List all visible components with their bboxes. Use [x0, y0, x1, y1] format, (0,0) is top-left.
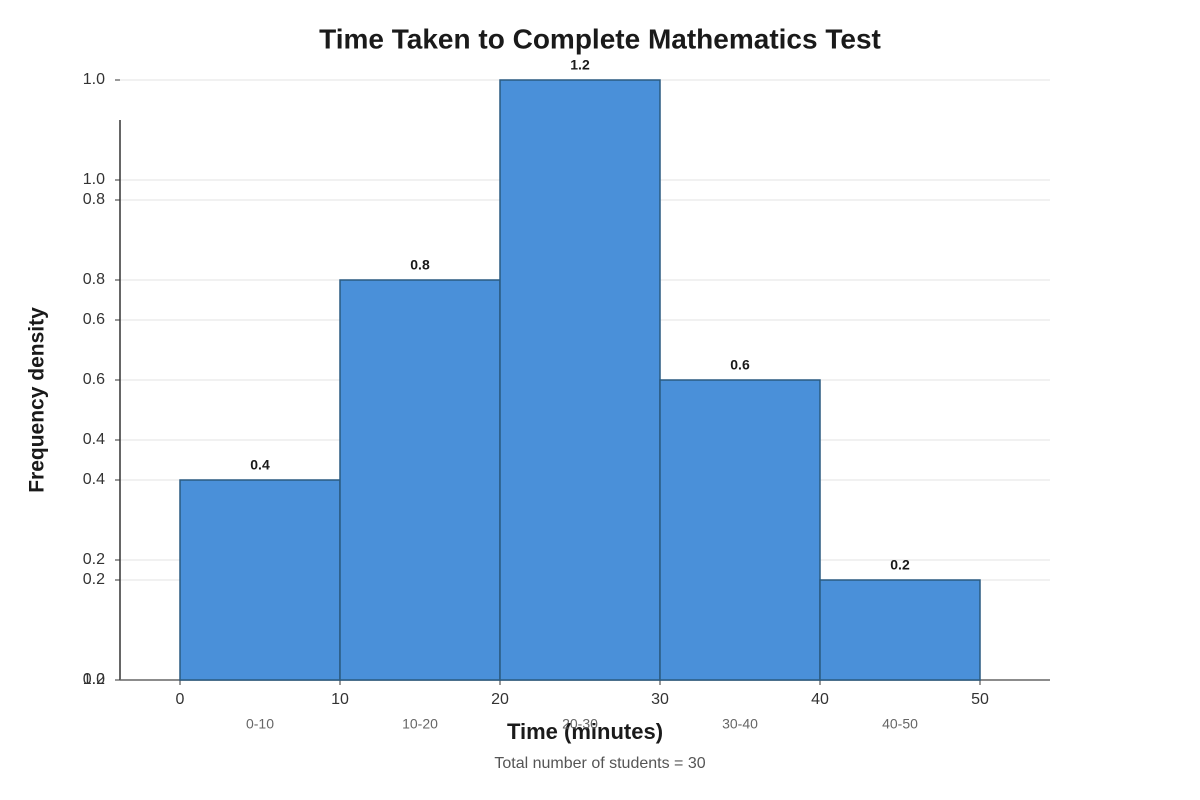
x-tick-label: 0 — [176, 691, 185, 708]
data-label: 0.4 — [250, 457, 270, 473]
y-tick-label: 0.0 — [83, 671, 105, 688]
x-tick-label: 20 — [491, 691, 509, 708]
y-axis-label: Frequency density — [26, 307, 49, 493]
x-tick-label: 50 — [971, 691, 989, 708]
bin-label: 30-40 — [722, 716, 758, 732]
bin-label: 10-20 — [402, 716, 438, 732]
x-axis-label: Time (minutes) — [507, 719, 663, 744]
data-label: 0.8 — [410, 257, 430, 273]
y-tick-label: 0.6 — [83, 311, 105, 328]
bin-label: 0-10 — [246, 716, 274, 732]
data-label: 0.2 — [890, 557, 910, 573]
x-tick-label: 30 — [651, 691, 669, 708]
bar — [659, 379, 821, 681]
bar — [179, 479, 341, 681]
y-tick-label: 1.0 — [83, 71, 105, 88]
y-tick-label: 0.8 — [83, 271, 105, 288]
y-tick-label: 1.2 — [83, 671, 105, 688]
bar — [819, 579, 981, 681]
data-label: 1.2 — [570, 57, 590, 73]
y-tick-label: 0.4 — [83, 471, 105, 488]
bar — [499, 79, 661, 681]
bin-label: 20-30 — [562, 716, 598, 732]
data-label: 0.6 — [730, 357, 750, 373]
x-tick-label: 40 — [811, 691, 829, 708]
bar — [339, 279, 501, 681]
y-tick-label: 0.2 — [83, 551, 105, 568]
x-tick-label: 10 — [331, 691, 349, 708]
y-tick-label: 0.4 — [83, 431, 105, 448]
y-tick-label: 0.6 — [83, 371, 105, 388]
chart-title: Time Taken to Complete Mathematics Test — [319, 23, 881, 54]
bin-label: 40-50 — [882, 716, 918, 732]
y-tick-label: 0.8 — [83, 191, 105, 208]
y-tick-label: 1.0 — [83, 171, 105, 188]
y-tick-label: 0.2 — [83, 571, 105, 588]
footnote: Total number of students = 30 — [494, 755, 705, 772]
